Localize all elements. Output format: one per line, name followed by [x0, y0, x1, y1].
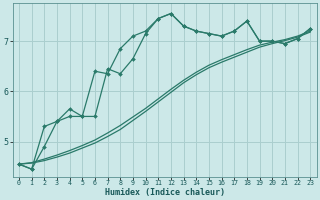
X-axis label: Humidex (Indice chaleur): Humidex (Indice chaleur): [105, 188, 225, 197]
